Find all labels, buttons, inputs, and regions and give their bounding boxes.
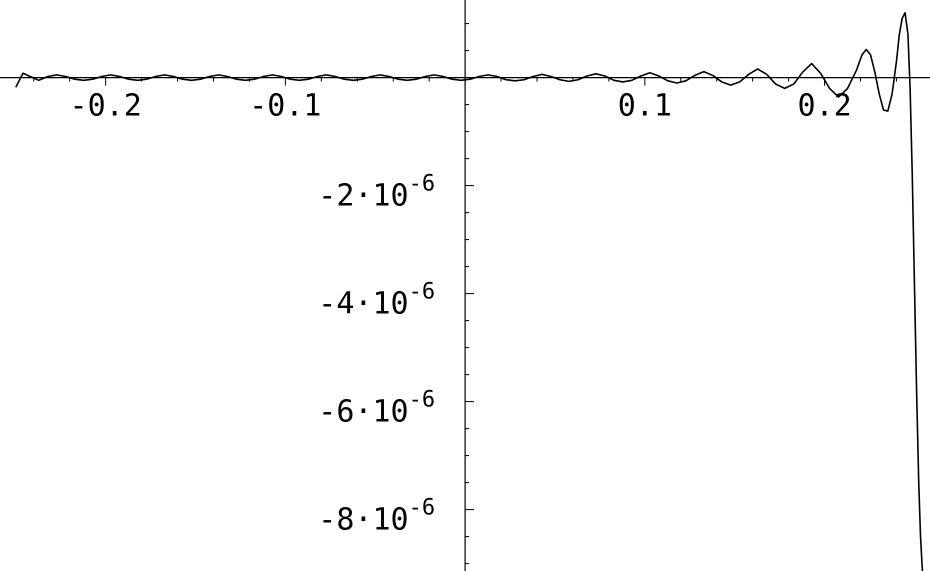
y-tick-base: ·10 [354,287,408,322]
y-tick-base: ·10 [354,395,408,430]
y-tick-mantissa: -2 [318,179,354,214]
y-tick-label: -6·10-6 [318,388,435,430]
y-tick-mantissa: -4 [318,287,354,322]
y-tick-mantissa: -8 [318,503,354,538]
x-tick-label: -0.1 [249,89,321,124]
x-tick-label: 0.1 [618,89,672,124]
x-tick-labels: -0.2 -0.1 0.1 0.2 [70,89,852,124]
y-tick-label: -8·10-6 [318,496,435,538]
x-tick-label: -0.2 [70,89,142,124]
y-tick-exponent: -6 [409,172,436,197]
y-tick-exponent: -6 [409,388,436,413]
y-tick-exponent: -6 [409,280,436,305]
y-tick-labels: -2·10-6 -4·10-6 -6·10-6 -8·10-6 [318,172,435,538]
y-axis [464,0,475,571]
x-tick-label: 0.2 [797,89,851,124]
y-tick-label: -4·10-6 [318,280,435,322]
y-tick-base: ·10 [354,179,408,214]
function-curve [15,12,924,571]
y-tick-mantissa: -6 [318,395,354,430]
y-tick-label: -2·10-6 [318,172,435,214]
y-tick-exponent: -6 [409,496,436,521]
y-tick-base: ·10 [354,503,408,538]
